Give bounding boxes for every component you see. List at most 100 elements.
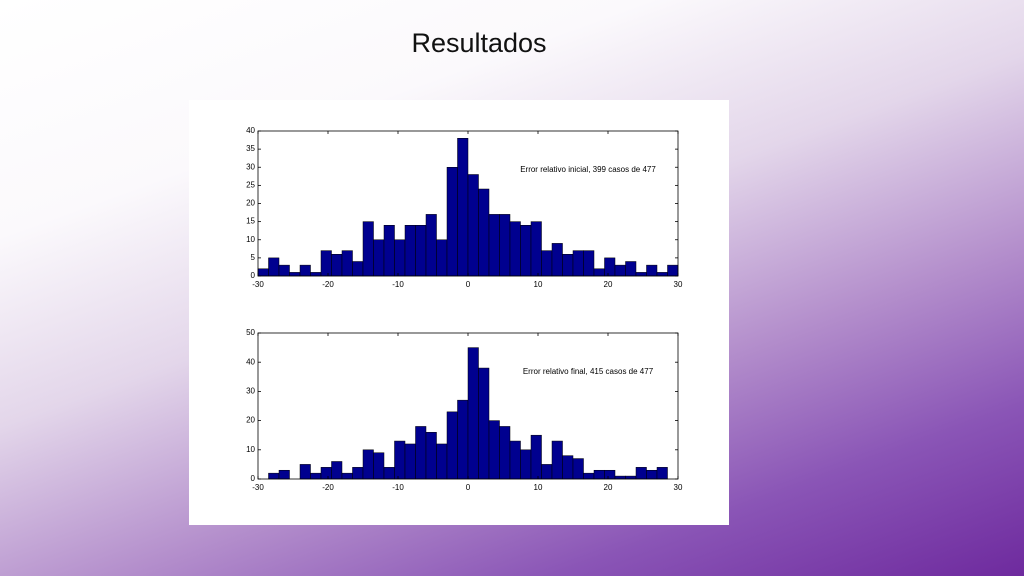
bar [478, 367, 490, 480]
bar [646, 469, 658, 480]
bar [520, 225, 532, 277]
y-tick-label: 30 [246, 387, 255, 396]
y-tick-label: 25 [246, 180, 255, 189]
bar [310, 272, 322, 277]
x-tick-label: -10 [392, 483, 404, 492]
bar [373, 239, 385, 277]
y-tick-label: 20 [246, 416, 255, 425]
y-tick-label: 50 [246, 328, 255, 337]
y-tick-label: 5 [251, 253, 256, 262]
bar [583, 472, 595, 480]
bar [478, 188, 490, 277]
y-tick-label: 30 [246, 162, 255, 171]
bar [331, 461, 343, 480]
bar [268, 257, 280, 277]
x-tick-label: -20 [322, 280, 334, 289]
bar [457, 138, 469, 277]
bar [509, 440, 521, 480]
bar [604, 469, 616, 480]
bar [425, 214, 437, 277]
bar [299, 464, 311, 480]
x-tick-label: 10 [534, 483, 543, 492]
bar [614, 264, 626, 277]
bar [373, 452, 385, 480]
bar [299, 264, 311, 277]
bar [551, 243, 563, 277]
bar [436, 239, 448, 277]
bar [383, 467, 395, 480]
bar [625, 261, 637, 277]
bar [394, 440, 406, 480]
bar [656, 272, 668, 277]
x-tick-label: 0 [466, 280, 471, 289]
bar [467, 174, 479, 277]
bar [635, 467, 647, 480]
bar [488, 420, 500, 480]
x-tick-label: -30 [252, 483, 264, 492]
bar [551, 440, 563, 480]
y-tick-label: 10 [246, 235, 255, 244]
y-tick-label: 10 [246, 445, 255, 454]
bar [320, 467, 332, 480]
x-tick-label: 0 [466, 483, 471, 492]
bar [583, 250, 595, 277]
bar [541, 250, 553, 277]
bar [278, 469, 290, 480]
y-tick-label: 15 [246, 217, 255, 226]
bar [499, 426, 511, 480]
bar [404, 225, 416, 277]
bar [352, 467, 364, 480]
bar [488, 214, 500, 277]
bar [572, 458, 584, 480]
bar [320, 250, 332, 277]
x-tick-label: 20 [604, 483, 613, 492]
bar [625, 475, 637, 480]
bar [362, 449, 374, 480]
bar [562, 254, 574, 277]
bar [656, 467, 668, 480]
bar [289, 272, 301, 277]
bar [541, 464, 553, 480]
bar [278, 264, 290, 277]
bar [457, 399, 469, 480]
x-tick-label: 20 [604, 280, 613, 289]
bar [257, 268, 269, 277]
x-tick-label: 30 [674, 280, 683, 289]
x-tick-label: 10 [534, 280, 543, 289]
bar [446, 411, 458, 480]
bar [604, 257, 616, 277]
bar [509, 221, 521, 277]
bar [572, 250, 584, 277]
bar [341, 250, 353, 277]
annotation: Error relativo inicial, 399 casos de 477 [520, 165, 656, 174]
bar [467, 347, 479, 480]
x-tick-label: 30 [674, 483, 683, 492]
bar [352, 261, 364, 277]
bar [646, 264, 658, 277]
y-tick-label: 20 [246, 199, 255, 208]
bar [530, 221, 542, 277]
y-tick-label: 35 [246, 144, 255, 153]
bar [635, 272, 647, 277]
bar [593, 268, 605, 277]
bar [362, 221, 374, 277]
bar [394, 239, 406, 277]
slide-title: Resultados [411, 28, 547, 58]
bar [425, 432, 437, 480]
x-tick-label: -30 [252, 280, 264, 289]
bar [499, 214, 511, 277]
bar [530, 434, 542, 480]
bar [436, 443, 448, 480]
x-tick-label: -10 [392, 280, 404, 289]
bar [341, 472, 353, 480]
bar [383, 225, 395, 277]
x-tick-label: -20 [322, 483, 334, 492]
bar [268, 472, 280, 480]
bar [310, 472, 322, 480]
bar [593, 469, 605, 480]
annotation: Error relativo final, 415 casos de 477 [523, 367, 654, 376]
bar [520, 449, 532, 480]
y-tick-label: 0 [251, 271, 256, 280]
bar [404, 443, 416, 480]
